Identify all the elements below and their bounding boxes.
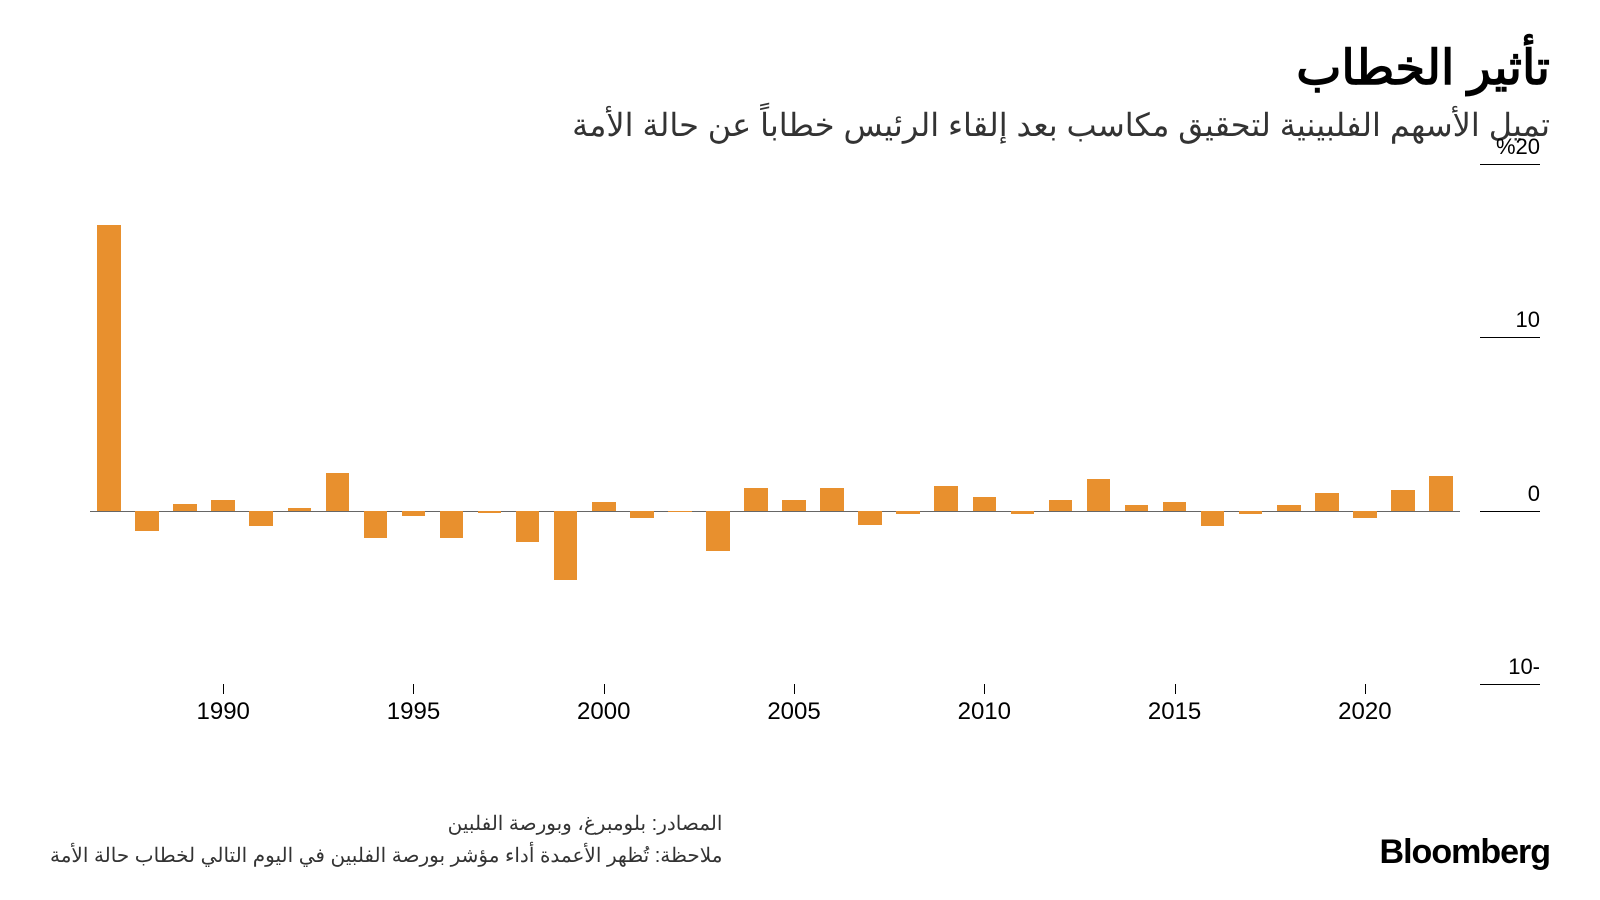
bar [249,511,273,527]
bar [668,511,692,513]
x-tick-label: 2010 [958,698,1011,726]
x-tick-label: 2020 [1338,698,1391,726]
bar [1201,511,1225,527]
y-tick-line [1480,337,1540,338]
bar [1391,490,1415,511]
bar [1163,502,1187,511]
bar [1277,505,1301,510]
bar [326,473,350,511]
bar [288,508,312,511]
bar [1011,511,1035,514]
bar [820,488,844,511]
bar [858,511,882,525]
bar [592,502,616,511]
x-tick-mark [794,684,795,694]
y-tick-line [1480,684,1540,685]
y-tick-label: %20 [1480,134,1540,160]
y-tick-label: 10 [1480,307,1540,333]
y-tick-line [1480,511,1540,512]
bar [554,511,578,580]
bar [1239,511,1263,514]
x-tick-mark [1365,684,1366,694]
x-tick-label: 2000 [577,698,630,726]
bar [1353,511,1377,518]
bar [706,511,730,551]
x-tick-mark [223,684,224,694]
bar [97,225,121,511]
bar [211,500,235,510]
y-tick-line [1480,164,1540,165]
source-note: المصادر: بلومبرغ، وبورصة الفلبين [50,808,722,840]
bar [1125,505,1149,511]
bar [1315,493,1339,510]
chart-area: %2010010- 1990199520002005201020152020 [50,164,1550,744]
bar [173,504,197,511]
x-tick-label: 1995 [387,698,440,726]
bar [1049,500,1073,510]
bar [1429,476,1453,511]
bar [896,511,920,514]
bloomberg-logo: Bloomberg [1380,833,1550,872]
bar [1087,479,1111,510]
x-tick-label: 2015 [1148,698,1201,726]
y-tick-label: 10- [1480,654,1540,680]
bar [364,511,388,539]
bar [516,511,540,542]
x-tick-mark [413,684,414,694]
x-tick-mark [1175,684,1176,694]
bar [402,511,426,516]
bar [782,500,806,510]
chart-title: تأثير الخطاب [50,40,1550,96]
bar [973,497,997,511]
chart-subtitle: تميل الأسهم الفلبينية لتحقيق مكاسب بعد إ… [50,106,1550,144]
bar [630,511,654,518]
bar [478,511,502,514]
bar [744,488,768,511]
x-tick-label: 1990 [196,698,249,726]
bar [135,511,159,532]
bar [934,486,958,510]
x-tick-mark [604,684,605,694]
x-tick-mark [984,684,985,694]
bar [440,511,464,539]
y-tick-label: 0 [1480,481,1540,507]
x-tick-label: 2005 [767,698,820,726]
footnote: ملاحظة: تُظهر الأعمدة أداء مؤشر بورصة ال… [50,840,722,872]
